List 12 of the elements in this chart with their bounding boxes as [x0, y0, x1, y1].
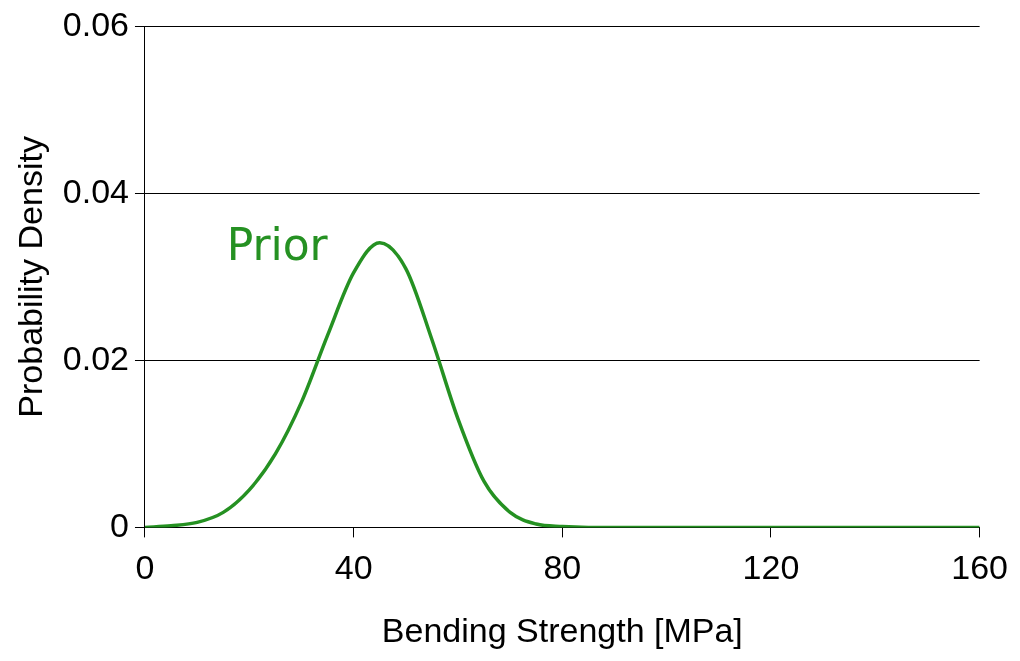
series-label: Prior	[226, 219, 329, 271]
y-tick-label: 0.06	[62, 4, 129, 43]
x-axis-title: Bending Strength [MPa]	[381, 610, 743, 649]
y-tick-label: 0	[110, 505, 129, 544]
x-tick-label: 0	[135, 548, 155, 587]
y-tick-label: 0.04	[62, 171, 129, 210]
y-tick-label: 0.02	[62, 338, 129, 377]
x-tick-label: 160	[951, 548, 1008, 587]
y-axis-title: Probability Density	[10, 136, 49, 418]
x-tick-label: 120	[742, 548, 800, 587]
x-tick-label: 80	[543, 548, 582, 587]
x-tick-label: 40	[334, 548, 373, 587]
